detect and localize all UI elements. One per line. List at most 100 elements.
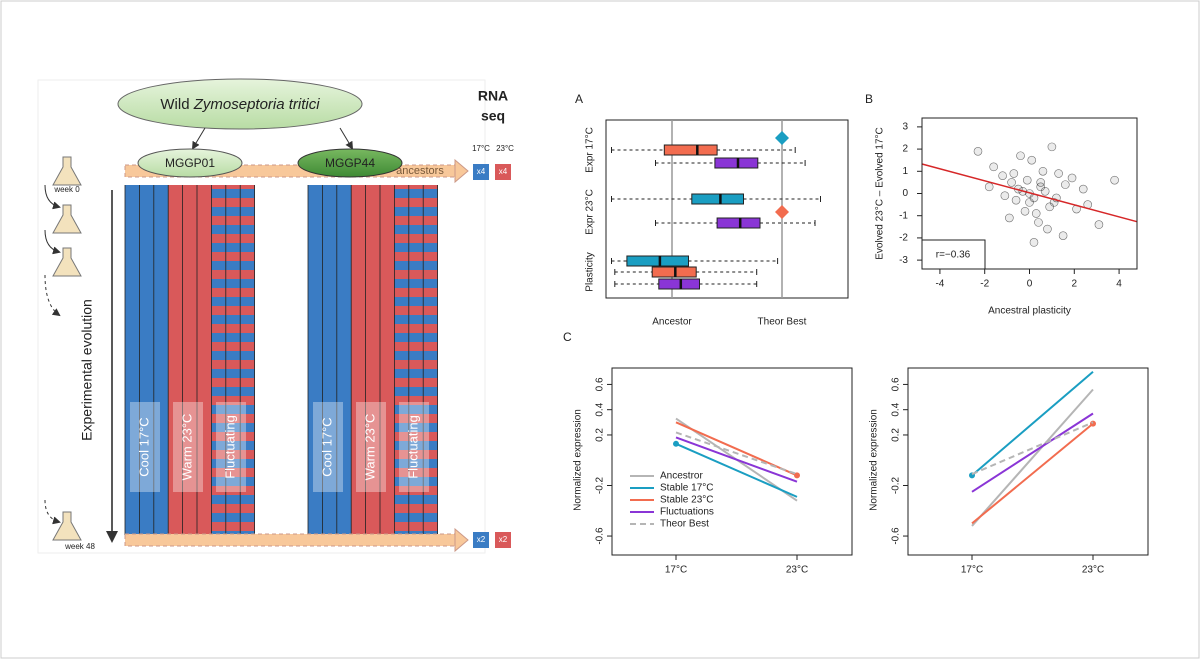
y-tick-label: 0.2 [595,428,606,442]
x-tick-label: 23°C [786,565,808,576]
point [1029,238,1039,247]
y-tick-label: -0.2 [595,476,606,494]
strain-label: MGGP44 [325,156,375,170]
label-box [216,402,246,492]
treatment-label: Warm 23°C [179,414,194,481]
plot-frame [605,119,849,299]
wild-ellipse [117,78,363,130]
panel-label: B [865,92,873,106]
point [1034,218,1043,227]
y-tick-label: 2 [902,144,908,155]
point [1078,184,1088,194]
strain-ellipse [297,148,403,178]
point [1043,224,1052,234]
point [1045,202,1054,212]
arrow-head [454,158,469,184]
strain-ellipse [137,148,243,178]
box [716,217,761,229]
series-line [971,421,1094,476]
plot-frame [611,367,853,556]
point [1016,151,1025,161]
end-bar [124,533,456,547]
diagram: Wild Zymoseptoria tritici MGGP01 MGGP44 … [44,78,514,553]
point [794,472,800,479]
column-group: Cool 17°C Warm 23°C Fluctuating [124,185,256,545]
y-tick-label: -3 [899,255,908,266]
x-tick-label: -4 [935,279,944,290]
flask [52,204,82,234]
y-tick-label: 0.4 [595,402,606,416]
x-axis-label: Ancestral plasticity [988,306,1071,317]
point [998,171,1007,181]
fit-line [921,163,1138,223]
temp-label: 23°C [496,144,514,153]
rna-title: seq [481,108,505,124]
point [1011,195,1021,205]
point [1067,173,1077,183]
y-tick-label: -0.6 [595,527,606,545]
label-box [356,402,386,492]
x-tick-label: 0 [1027,279,1033,290]
count-label: x4 [477,167,486,176]
count-label: x2 [499,535,508,544]
box [626,255,690,267]
wild-title: Wild Zymoseptoria tritici [160,96,320,113]
flask-arrow [44,499,61,525]
point [1036,178,1045,187]
count-box [495,164,511,180]
y-tick-label: 0.2 [891,428,902,442]
point [1061,180,1070,189]
count-label: x2 [477,535,486,544]
flask-arrow [44,229,61,255]
y-tick-label: -2 [899,233,908,244]
species: Zymoseptoria tritici [193,96,321,113]
rna-title: RNA [478,88,508,104]
y-tick-label: 3 [902,122,908,133]
point [1058,231,1068,240]
y-tick-label: 0.4 [891,402,902,416]
box [658,278,700,290]
y-tick-label: 0.6 [595,377,606,391]
point [1094,220,1104,229]
flask [52,511,82,541]
y-tick-label: -0.6 [891,527,902,545]
y-tick-label: 1 [902,166,908,177]
group-label: Expr 23°C [585,189,596,235]
x-tick-label: -2 [980,279,989,290]
column [308,185,351,535]
series-line [675,442,798,498]
arrow-head [454,527,469,553]
point [1038,166,1048,176]
point [989,162,998,172]
flask [52,156,82,186]
point [1031,209,1041,218]
point [1020,206,1030,216]
column [125,185,168,535]
point [673,440,679,447]
point [984,182,994,192]
group-label: Expr 17°C [585,127,596,173]
count-box [473,532,489,548]
point [1027,155,1037,165]
column [168,185,211,535]
week-label: week 48 [64,542,95,551]
legend-label: Ancestror [660,471,703,482]
x-tick-label: 17°C [961,565,983,576]
y-axis-label: Evolved 23°C – Evolved 17°C [875,127,886,260]
column [351,185,394,535]
legend-label: Stable 23°C [660,495,713,506]
treatment-label: Fluctuating [222,415,237,479]
series-line [971,371,1094,477]
column [211,185,255,535]
point [973,147,983,156]
series-line [971,388,1094,527]
y-tick-label: -1 [899,210,908,221]
label-box [130,402,160,492]
point [1110,175,1119,185]
theor-best-marker [775,131,789,145]
box [714,157,759,169]
legend-label: Fluctuations [660,507,714,518]
point [1025,198,1034,207]
